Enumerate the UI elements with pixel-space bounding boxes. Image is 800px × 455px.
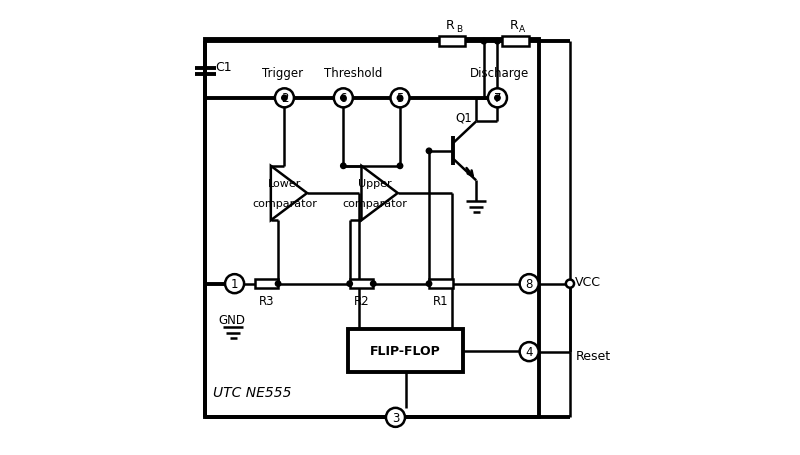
Text: 5: 5 [396, 92, 404, 105]
Text: A: A [519, 25, 526, 34]
Circle shape [334, 89, 353, 108]
Text: 2: 2 [281, 92, 288, 105]
Text: GND: GND [219, 313, 246, 326]
Text: Threshold: Threshold [324, 66, 382, 80]
Text: R: R [446, 19, 454, 32]
Text: Q1: Q1 [456, 111, 473, 124]
Circle shape [347, 281, 353, 287]
Bar [502, 37, 529, 47]
Circle shape [341, 96, 346, 101]
Text: R3: R3 [258, 295, 274, 308]
Circle shape [390, 89, 410, 108]
Circle shape [398, 164, 402, 169]
Circle shape [426, 281, 432, 287]
Circle shape [481, 40, 486, 45]
Text: 6: 6 [339, 92, 347, 105]
Circle shape [488, 89, 507, 108]
Text: R1: R1 [433, 295, 449, 308]
Bar [348, 329, 463, 372]
Circle shape [494, 40, 500, 45]
Circle shape [386, 408, 405, 427]
Circle shape [494, 96, 500, 101]
Text: R: R [510, 19, 518, 32]
Text: comparator: comparator [252, 198, 317, 208]
Text: 4: 4 [526, 345, 533, 359]
Text: UTC NE555: UTC NE555 [214, 385, 292, 399]
Text: comparator: comparator [342, 198, 407, 208]
Text: R2: R2 [354, 295, 370, 308]
Circle shape [520, 342, 538, 361]
Bar [254, 279, 278, 288]
Text: Upper: Upper [358, 179, 392, 189]
Text: Trigger: Trigger [262, 66, 302, 80]
Text: C1: C1 [215, 61, 232, 73]
Circle shape [520, 274, 538, 293]
Text: 3: 3 [392, 411, 399, 424]
Circle shape [370, 281, 376, 287]
Circle shape [282, 96, 287, 101]
Bar [350, 279, 374, 288]
Text: Lower: Lower [268, 179, 301, 189]
Bar [205, 40, 539, 417]
Text: VCC: VCC [575, 275, 602, 288]
Text: 7: 7 [494, 92, 501, 105]
Circle shape [398, 96, 402, 101]
Text: B: B [456, 25, 462, 34]
Circle shape [566, 280, 574, 288]
Circle shape [275, 281, 281, 287]
Circle shape [275, 89, 294, 108]
Text: 8: 8 [526, 278, 533, 290]
Bar [439, 37, 466, 47]
Text: Discharge: Discharge [470, 66, 530, 80]
Text: Reset: Reset [575, 349, 610, 362]
Polygon shape [271, 167, 307, 221]
Text: FLIP-FLOP: FLIP-FLOP [370, 344, 441, 357]
Circle shape [341, 164, 346, 169]
Circle shape [426, 149, 432, 154]
Bar [429, 279, 453, 288]
Text: 1: 1 [231, 278, 238, 290]
Polygon shape [362, 167, 398, 221]
Circle shape [225, 274, 244, 293]
